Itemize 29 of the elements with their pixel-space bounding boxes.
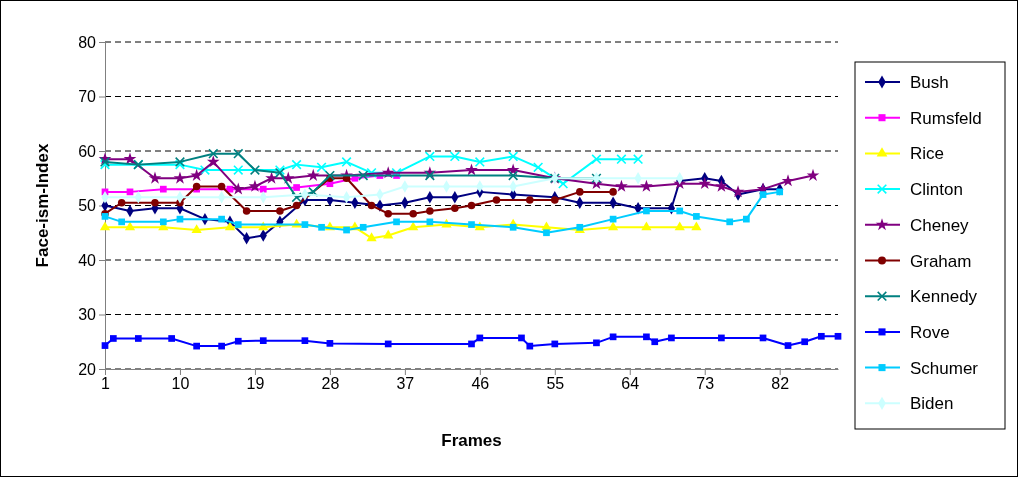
y-tick-label: 30 — [78, 306, 97, 324]
y-tick-label: 50 — [78, 197, 97, 215]
x-tick-label: 46 — [471, 375, 490, 393]
legend-label: Rice — [910, 144, 945, 164]
y-tick-label: 20 — [78, 360, 97, 378]
y-tick-label: 60 — [78, 142, 97, 160]
legend-label: Bush — [910, 73, 949, 92]
legend-label: Cheney — [910, 215, 970, 235]
legend-label: Rove — [910, 322, 950, 342]
legend-label: Clinton — [910, 180, 963, 200]
y-tick-label: 40 — [78, 251, 97, 269]
legend-label: Kennedy — [910, 287, 978, 307]
x-tick-label: 1 — [101, 375, 111, 393]
legend-label: Graham — [910, 251, 972, 271]
legend-label: Schumer — [910, 358, 979, 378]
x-tick-label: 55 — [546, 375, 565, 393]
y-tick-label: 80 — [78, 33, 97, 51]
y-tick-label: 70 — [78, 88, 97, 106]
x-tick-label: 19 — [246, 375, 265, 393]
y-axis-title: Face-ism-Index — [33, 143, 52, 268]
x-tick-label: 37 — [396, 375, 415, 393]
x-axis-title: Frames — [441, 431, 502, 450]
legend-label: Rumsfeld — [910, 108, 982, 128]
x-tick-label: 64 — [621, 375, 640, 393]
x-tick-label: 28 — [321, 375, 340, 393]
x-tick-label: 10 — [171, 375, 190, 393]
legend-label: Biden — [910, 394, 954, 414]
x-tick-label: 82 — [771, 375, 790, 393]
x-tick-label: 73 — [696, 375, 715, 393]
